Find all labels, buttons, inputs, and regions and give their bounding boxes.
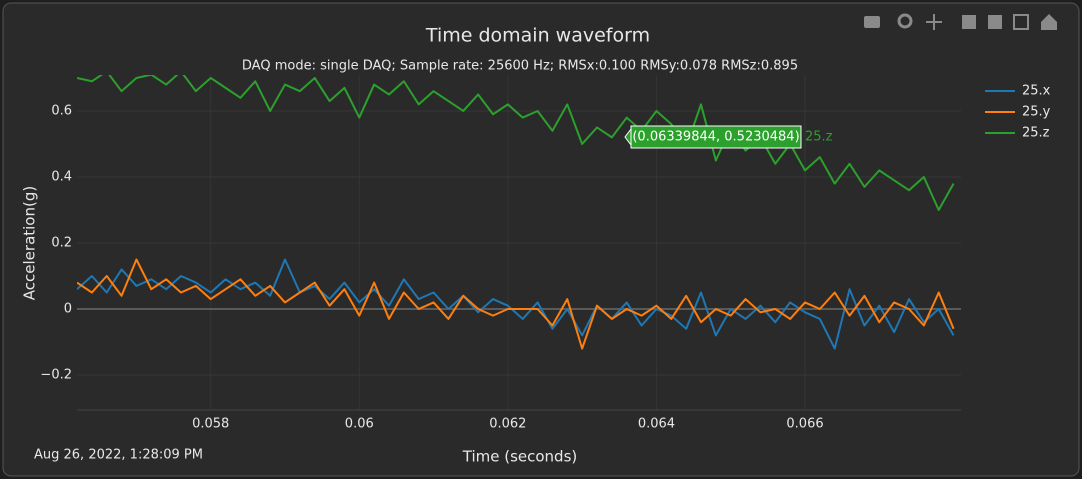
grid: [77, 75, 961, 411]
camera-icon[interactable]: [864, 16, 880, 28]
pan-icon[interactable]: [926, 14, 942, 30]
chart-subtitle: DAQ mode: single DAQ; Sample rate: 25600…: [242, 59, 798, 74]
x-tick-label: 0.06: [345, 417, 374, 432]
x-tick-label: 0.058: [192, 417, 229, 432]
x-tick-label: 0.062: [489, 417, 526, 432]
y-tick-label: −0.2: [40, 368, 72, 383]
y-tick-label: 0: [64, 302, 72, 317]
hover-label: (0.06339844, 0.5230484) 25.z: [624, 125, 833, 149]
legend: 25.x 25.y 25.z: [985, 84, 1051, 141]
series-line: [77, 258, 955, 350]
timestamp: Aug 26, 2022, 1:28:09 PM: [34, 448, 203, 463]
chart-title: Time domain waveform: [425, 25, 650, 47]
hover-series: 25.z: [805, 130, 833, 145]
zoom-in-icon[interactable]: [962, 15, 976, 29]
legend-label: 25.y: [1022, 105, 1051, 120]
reset-icon[interactable]: [1041, 14, 1057, 30]
y-axis-label: Acceleration(g): [21, 186, 39, 300]
zoom-out-icon[interactable]: [988, 15, 1002, 29]
hover-box: [630, 125, 802, 149]
zoom-icon[interactable]: [897, 13, 913, 29]
y-tick-label: 0.6: [51, 103, 72, 118]
legend-label: 25.z: [1022, 126, 1050, 141]
x-axis-label: Time (seconds): [462, 448, 578, 466]
x-tick-label: 0.064: [638, 417, 675, 432]
x-tick-label: 0.066: [786, 417, 823, 432]
series-line: [77, 75, 955, 211]
autoscale-icon[interactable]: [1013, 14, 1029, 30]
y-tick-label: 0.2: [51, 235, 72, 250]
legend-label: 25.x: [1022, 84, 1051, 99]
hover-text: (0.06339844, 0.5230484): [632, 130, 799, 145]
plot-lines: [77, 75, 955, 350]
y-tick-label: 0.4: [51, 169, 72, 184]
modebar: [864, 13, 1057, 30]
series-line: [77, 258, 955, 350]
